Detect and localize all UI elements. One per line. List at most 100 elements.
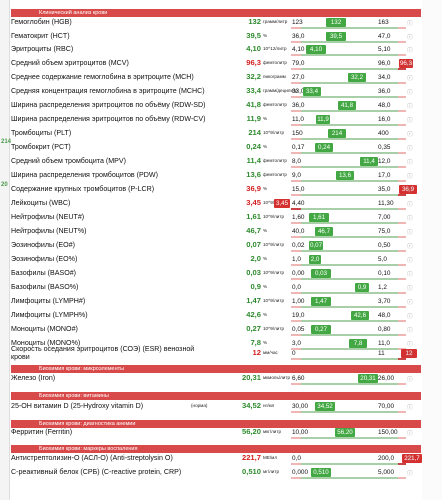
reference-low: 11,0 [292, 116, 304, 123]
result-unit: фемтолитр [263, 172, 287, 177]
info-icon[interactable]: ⓘ [407, 48, 413, 54]
range-track-normal [301, 306, 398, 308]
result-row[interactable]: Содержание крупных тромбоцитов (P-LCR) 36… [11, 182, 421, 197]
info-icon[interactable]: ⓘ [407, 118, 413, 124]
result-row[interactable]: Средний объем эритроцитов (MCV) 96,3 фемто… [11, 56, 421, 71]
reference-high: 400 [378, 130, 389, 137]
result-row[interactable]: Ферритин (Ferritin) 56,20 мкг/литр 10,00 150… [11, 425, 421, 440]
section-header: Биохимия крови: витамины [11, 392, 421, 400]
section-header: Биохимия крови: диагностика анемии [11, 420, 421, 428]
info-icon[interactable]: ⓘ [407, 352, 413, 358]
result-row[interactable]: Тромбоциты (PLT) 214 10^9/литр 150 400 214 ⓘ [11, 126, 421, 141]
result-row[interactable]: Среднее содержание гемоглобина в эритроц… [11, 70, 421, 85]
test-name: Базофилы (BASO%) [11, 283, 79, 291]
range-track-normal [301, 320, 398, 322]
info-icon[interactable]: ⓘ [407, 146, 413, 152]
range-track-low [291, 41, 301, 43]
result-row[interactable]: С-реактивный белок (СРБ) (C-reactive pro… [11, 465, 421, 480]
value-marker: 20,31 [358, 374, 378, 383]
info-icon[interactable]: ⓘ [407, 300, 413, 306]
reference-high: 5,0 [378, 256, 387, 263]
test-name: Антистрептолизин-О (АСЛ-О) (Anti-strepto… [11, 454, 173, 462]
info-icon[interactable]: ⓘ [407, 377, 413, 383]
range-track-low [291, 411, 301, 413]
info-icon[interactable]: ⓘ [407, 202, 413, 208]
result-row[interactable]: Антистрептолизин-О (АСЛ-О) (Anti-strepto… [11, 451, 422, 466]
range-track-high [398, 292, 406, 294]
result-row[interactable]: Тромбокрит (PCT) 0,24% 0,17 0,35 0,24 ⓘ [11, 140, 421, 155]
reference-low: 0 [292, 350, 296, 357]
info-icon[interactable]: ⓘ [407, 471, 413, 477]
result-unit: 10^9/литр [263, 242, 285, 247]
value-marker: 41,8 [338, 101, 356, 110]
info-icon[interactable]: ⓘ [407, 230, 413, 236]
info-icon[interactable]: ⓘ [407, 314, 413, 320]
info-icon[interactable]: ⓘ [407, 342, 413, 348]
value-marker: 0,24 [315, 143, 333, 152]
result-row[interactable]: Железо (Iron) 20,31 мкмоль/литр 6,60 26,00 20… [11, 371, 421, 386]
range-track-high [398, 477, 406, 479]
result-row[interactable]: Гематокрит (HCT) 39,5% 36,0 47,0 39,5 ⓘ [11, 29, 421, 44]
result-row[interactable]: Лейкоциты (WBC) 3,4510^9/литр 4,40 11,30 3,4… [11, 196, 421, 211]
result-row[interactable]: 25-ОН витамин D (25-Hydroxy vitamin D) (н… [11, 399, 421, 414]
info-icon[interactable]: ⓘ [407, 62, 413, 68]
result-row[interactable]: Лимфоциты (LYMPH%) 42,6% 19,0 48,0 42,6 ⓘ [11, 308, 421, 323]
result-unit: фемтолитр [263, 158, 287, 163]
range-track-normal [301, 54, 398, 56]
range-track-normal [301, 208, 398, 210]
result-row[interactable]: Базофилы (BASO#) 0,03 10^9/литр 0,00 0,10 0,0… [11, 266, 421, 281]
result-row[interactable]: Моноциты (MONO%) 7,8% 3,0 11,0 7,8 ⓘ [11, 336, 421, 351]
info-icon[interactable]: ⓘ [407, 216, 413, 222]
info-icon[interactable]: ⓘ [407, 132, 413, 138]
reference-high: 163 [378, 19, 389, 26]
result-row[interactable]: Лимфоциты (LYMPH#) 1,47 10^9/литр 1,00 3,70 1… [11, 294, 421, 309]
info-icon[interactable]: ⓘ [407, 244, 413, 250]
info-icon[interactable]: ⓘ [407, 21, 413, 27]
range-track-normal [301, 411, 398, 413]
info-icon[interactable]: ⓘ [407, 90, 413, 96]
info-icon[interactable]: ⓘ [407, 160, 413, 166]
range-track-normal [301, 264, 398, 266]
info-icon[interactable]: ⓘ [407, 286, 413, 292]
info-icon[interactable]: ⓘ [407, 258, 413, 264]
range-track-normal [301, 68, 398, 70]
info-icon[interactable]: ⓘ [407, 188, 413, 194]
info-icon[interactable]: ⓘ [407, 431, 413, 437]
result-row[interactable]: Скорость оседания эритроцитов (СОЭ) (ESR… [11, 345, 421, 361]
info-icon[interactable]: ⓘ [407, 405, 413, 411]
result-row[interactable]: Эритроциты (RBC) 4,10 10^12/литр 4,10 5,10 4,… [11, 42, 421, 57]
info-icon[interactable]: ⓘ [407, 104, 413, 110]
reference-high: 0,10 [378, 270, 391, 277]
test-name: Ширина распределения тромбоцитов (PDW) [11, 171, 158, 179]
result-row[interactable]: Ширина распределения эритроцитов по объё… [11, 112, 421, 127]
result-row[interactable]: Средний объем тромбоцита (MPV) 11,4 фемтол… [11, 154, 421, 169]
reference-low: 0,000 [292, 469, 308, 476]
info-icon[interactable]: ⓘ [407, 272, 413, 278]
result-row[interactable]: Моноциты (MONO#) 0,27 10^9/литр 0,05 0,80 0,2… [11, 322, 421, 337]
result-row[interactable]: Ширина распределения эритроцитов по объё… [11, 98, 421, 113]
info-icon[interactable]: ⓘ [407, 328, 413, 334]
result-unit: 10^9/литр [263, 298, 285, 303]
test-name: Эозинофилы (EO#) [11, 241, 75, 249]
range-track-low [291, 138, 301, 140]
info-icon[interactable]: ⓘ [407, 457, 413, 463]
result-row[interactable]: Базофилы (BASO%) 0,9% 0,0 1,2 0,9 ⓘ [11, 280, 421, 295]
result-unit: фемтолитр [263, 60, 287, 65]
result-row[interactable]: Нейтрофилы (NEUT#) 1,61 10^9/литр 1,60 7,00 1… [11, 210, 421, 225]
result-row[interactable]: Ширина распределения тромбоцитов (PDW) 13… [11, 168, 421, 183]
info-icon[interactable]: ⓘ [407, 174, 413, 180]
result-row[interactable]: Гемоглобин (HGB) 132 грамм/литр 123 163 132 ⓘ [11, 15, 421, 30]
range-track-normal [301, 194, 398, 196]
range-track-normal [301, 292, 398, 294]
result-value: 12 [252, 348, 261, 357]
result-row[interactable]: Нейтрофилы (NEUT%) 46,7% 40,0 75,0 46,7 ⓘ [11, 224, 421, 239]
result-value: 96,3 [246, 58, 261, 67]
range-track-low [291, 110, 301, 112]
info-icon[interactable]: ⓘ [407, 76, 413, 82]
range-track-low [291, 292, 301, 294]
result-row[interactable]: Эозинофилы (EO%) 2,0% 1,0 5,0 2,0 ⓘ [11, 252, 421, 267]
result-row[interactable]: Средняя концентрация гемоглобина в эритр… [11, 84, 421, 99]
result-row[interactable]: Эозинофилы (EO#) 0,07 10^9/литр 0,02 0,50 0,0… [11, 238, 421, 253]
reference-high: 3,70 [378, 298, 391, 305]
info-icon[interactable]: ⓘ [407, 35, 413, 41]
